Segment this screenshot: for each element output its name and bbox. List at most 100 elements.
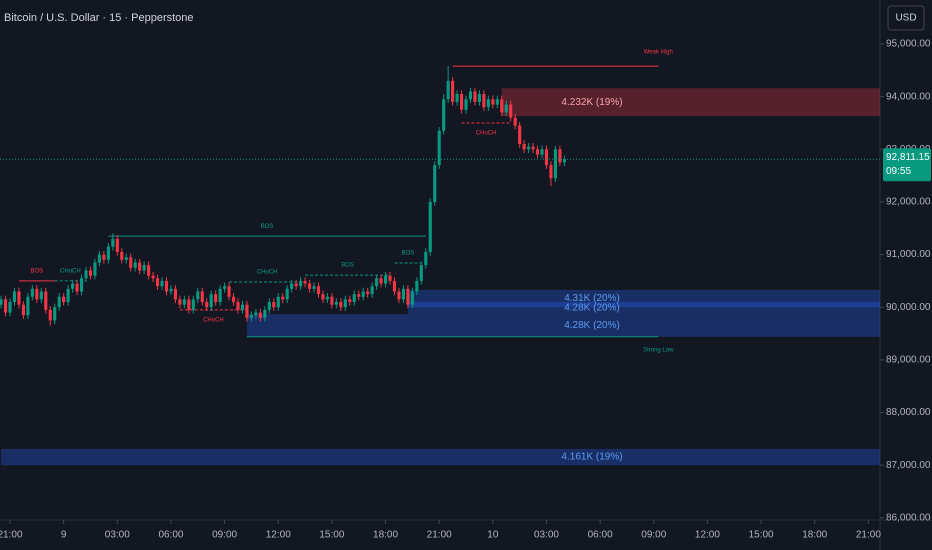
candle-body	[281, 296, 285, 300]
candle-body	[79, 278, 84, 292]
candle-body	[205, 301, 209, 308]
candle-body	[263, 309, 267, 318]
y-tick-label: 91,000.00	[886, 249, 931, 260]
currency-button[interactable]	[887, 5, 925, 31]
candle-body	[187, 299, 191, 310]
candle-body	[424, 251, 428, 266]
candle-body	[129, 257, 133, 268]
candle-body	[397, 291, 401, 300]
candle-body	[142, 265, 146, 271]
candle-body	[88, 270, 93, 276]
currency-label[interactable]: USD	[895, 13, 916, 24]
candle-body	[240, 304, 245, 310]
x-tick-label: 15:00	[749, 530, 774, 541]
y-tick-label: 95,000.00	[886, 39, 931, 50]
y-tick-label: 90,000.00	[886, 302, 931, 313]
candle-body	[30, 288, 34, 297]
zone	[501, 88, 880, 117]
zone-label: 4.28K (20%)	[564, 320, 620, 331]
candle-body	[312, 286, 316, 289]
candle-body	[245, 304, 249, 318]
candle-body	[495, 99, 499, 105]
candle-body	[218, 288, 222, 302]
candle-body	[446, 80, 450, 100]
y-tick-label: 86,000.00	[886, 513, 931, 524]
candle-body	[307, 283, 312, 289]
x-tick-label: 21:00	[427, 530, 452, 541]
candle-body	[527, 146, 531, 150]
candle-body	[473, 91, 477, 102]
candle-body	[227, 286, 231, 297]
candle-body	[549, 165, 553, 179]
candle-body	[388, 275, 392, 281]
candle-body	[477, 93, 481, 102]
candle-body	[151, 275, 155, 279]
candle-body	[267, 301, 271, 310]
candle-body	[214, 294, 218, 302]
candle-body	[249, 315, 253, 318]
candle-body	[455, 93, 459, 102]
candle-body	[164, 280, 169, 292]
x-tick-label: 9	[61, 530, 67, 541]
candle-body	[491, 99, 495, 105]
candle-body	[544, 149, 549, 166]
candle-body	[375, 278, 379, 287]
candle-body	[540, 149, 544, 155]
candle-body	[410, 291, 414, 305]
candle-body	[468, 91, 473, 100]
candle-body	[482, 93, 486, 108]
candle-body	[182, 299, 186, 305]
candle-body	[26, 296, 30, 316]
zone	[407, 301, 880, 315]
candle-body	[486, 99, 490, 108]
candle-body	[522, 144, 526, 150]
candle-body	[321, 294, 325, 300]
structure-label: CHoCH	[203, 317, 224, 323]
zone	[1, 448, 881, 466]
structure-label: CHoCH	[257, 270, 278, 276]
candle-body	[3, 299, 8, 313]
y-tick-label: 89,000.00	[886, 355, 931, 366]
candle-body	[531, 146, 535, 150]
candle-body	[339, 301, 343, 308]
candle-body	[53, 307, 57, 321]
candle-body	[299, 280, 303, 287]
candle-body	[451, 80, 455, 102]
candle-body	[562, 159, 566, 163]
candle-body	[173, 288, 177, 300]
y-tick-label: 94,000.00	[886, 91, 931, 102]
x-tick-label: 06:00	[158, 530, 183, 541]
candle-body	[419, 265, 423, 281]
candle-body	[383, 275, 388, 284]
x-tick-label: 03:00	[534, 530, 559, 541]
candle-body	[209, 294, 213, 308]
candle-body	[200, 291, 204, 302]
candle-body	[366, 291, 370, 295]
candle-body	[290, 283, 294, 289]
last-price-box	[883, 148, 931, 182]
candle-body	[178, 299, 182, 305]
last-price-label: 92,811.15	[886, 152, 930, 163]
candle-body	[334, 301, 338, 305]
candle-body	[294, 283, 298, 287]
axes: 95,000.0094,000.0093,000.0092,000.0091,0…	[0, 39, 931, 541]
x-tick-label: 10	[487, 530, 499, 541]
candle-body	[160, 280, 164, 287]
candle-body	[535, 149, 540, 155]
candle-body	[0, 299, 3, 305]
candle-body	[437, 130, 441, 166]
plot-area: 4.232K (19%)4.31K (20%)4.28K (20%)4.28K …	[0, 50, 881, 466]
candle-body	[361, 291, 365, 297]
candle-body	[406, 288, 410, 305]
candle-body	[509, 104, 513, 118]
candle-body	[464, 99, 468, 110]
candle-body	[513, 117, 517, 126]
candle-body	[348, 299, 352, 302]
candle-body	[12, 291, 17, 302]
candle-body	[504, 104, 508, 113]
countdown-label: 09:55	[886, 166, 911, 177]
structure-label: BOS	[402, 251, 415, 257]
candle-body	[518, 125, 522, 145]
